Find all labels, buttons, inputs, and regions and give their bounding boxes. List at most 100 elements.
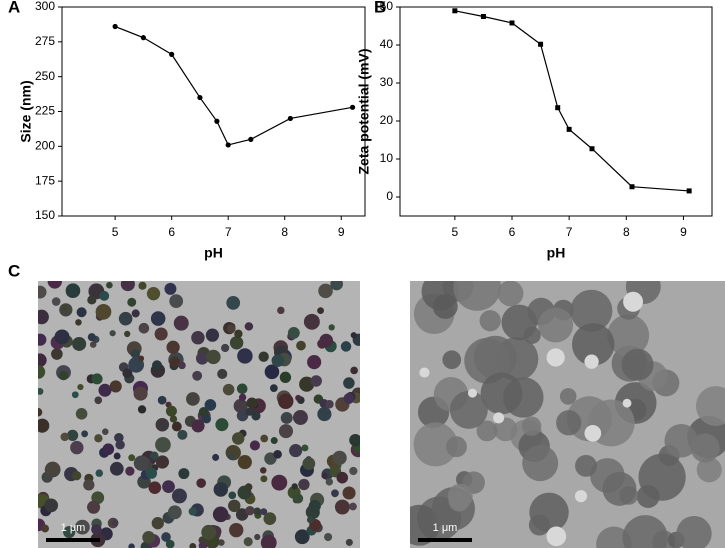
particle [243, 537, 253, 547]
particle [127, 297, 137, 307]
y-tick-label: 275 [35, 34, 55, 48]
particle [87, 295, 97, 305]
particle [114, 432, 124, 443]
point [349, 104, 356, 110]
particle [229, 336, 244, 350]
x-tick-label: 7 [566, 225, 573, 239]
particle [260, 534, 277, 548]
particle [342, 486, 356, 500]
particle [332, 450, 347, 465]
particle [161, 532, 171, 542]
particle [244, 322, 254, 331]
x-tick-label: 5 [112, 225, 119, 239]
particle [72, 336, 87, 351]
point [555, 105, 561, 111]
particle [60, 432, 70, 442]
particle [410, 504, 440, 546]
data-line [114, 25, 353, 146]
x-tick-label: 5 [452, 225, 459, 239]
particle [254, 533, 261, 541]
particle [109, 330, 116, 337]
particle [258, 351, 269, 362]
particle [131, 309, 140, 318]
particle [229, 522, 244, 538]
micrograph: 1 μm [410, 281, 725, 548]
particle [65, 283, 81, 299]
plot-frame [399, 6, 713, 217]
particle [38, 387, 44, 395]
particle [217, 368, 228, 379]
particle [449, 390, 488, 429]
particle [325, 399, 334, 409]
particle [72, 471, 82, 481]
particle [233, 398, 248, 413]
particle [236, 383, 248, 395]
scale-bar-label: 1 μm [61, 522, 86, 534]
particle [115, 440, 125, 450]
particle [217, 539, 225, 546]
particle [497, 281, 524, 307]
particle [271, 354, 285, 367]
panel-label: B [374, 0, 386, 16]
particle [318, 283, 333, 299]
x-tick-label: 6 [509, 225, 516, 239]
particle [204, 399, 217, 411]
particle [317, 407, 332, 422]
particle [169, 356, 181, 368]
particle [138, 322, 150, 334]
particle [137, 405, 147, 414]
y-tick-label: 20 [380, 113, 394, 127]
particle [556, 410, 582, 436]
particle [226, 324, 236, 334]
y-tick-label: 250 [35, 69, 55, 83]
particle [350, 332, 357, 339]
particle [91, 524, 102, 535]
particle [44, 461, 61, 478]
particle [51, 297, 61, 306]
particle [118, 311, 133, 326]
particle [249, 440, 260, 451]
point [629, 184, 635, 190]
particle [328, 324, 335, 331]
particle [696, 457, 722, 483]
particle [621, 348, 654, 381]
bright-spot [493, 412, 505, 424]
particle [350, 366, 358, 375]
scale-bar-label: 1 μm [433, 522, 458, 534]
particle [303, 313, 320, 330]
particle [189, 542, 197, 548]
particle [47, 281, 62, 289]
particle [596, 526, 632, 548]
particle [244, 483, 253, 491]
particle [58, 370, 69, 381]
particle [343, 393, 355, 404]
particle [154, 327, 168, 341]
point [538, 41, 544, 47]
y-tick-label: 300 [35, 0, 55, 13]
particle [234, 329, 243, 339]
point [566, 126, 572, 132]
particle [192, 370, 203, 381]
particle [310, 375, 322, 387]
particle [138, 355, 145, 362]
point [197, 94, 203, 101]
particle [83, 479, 95, 491]
point [112, 23, 118, 30]
micrograph: 1 μm [38, 281, 360, 548]
particle [201, 524, 217, 540]
particle [155, 417, 170, 432]
particle [263, 512, 277, 525]
particle [178, 361, 186, 370]
particle [71, 391, 79, 399]
particle [570, 289, 613, 332]
particle [676, 515, 712, 548]
particle [228, 499, 241, 513]
particle [130, 349, 140, 359]
particle [447, 483, 473, 509]
particle [331, 489, 339, 498]
particle [74, 519, 90, 535]
particle [61, 304, 68, 311]
particle [146, 287, 161, 301]
particle [251, 411, 261, 421]
